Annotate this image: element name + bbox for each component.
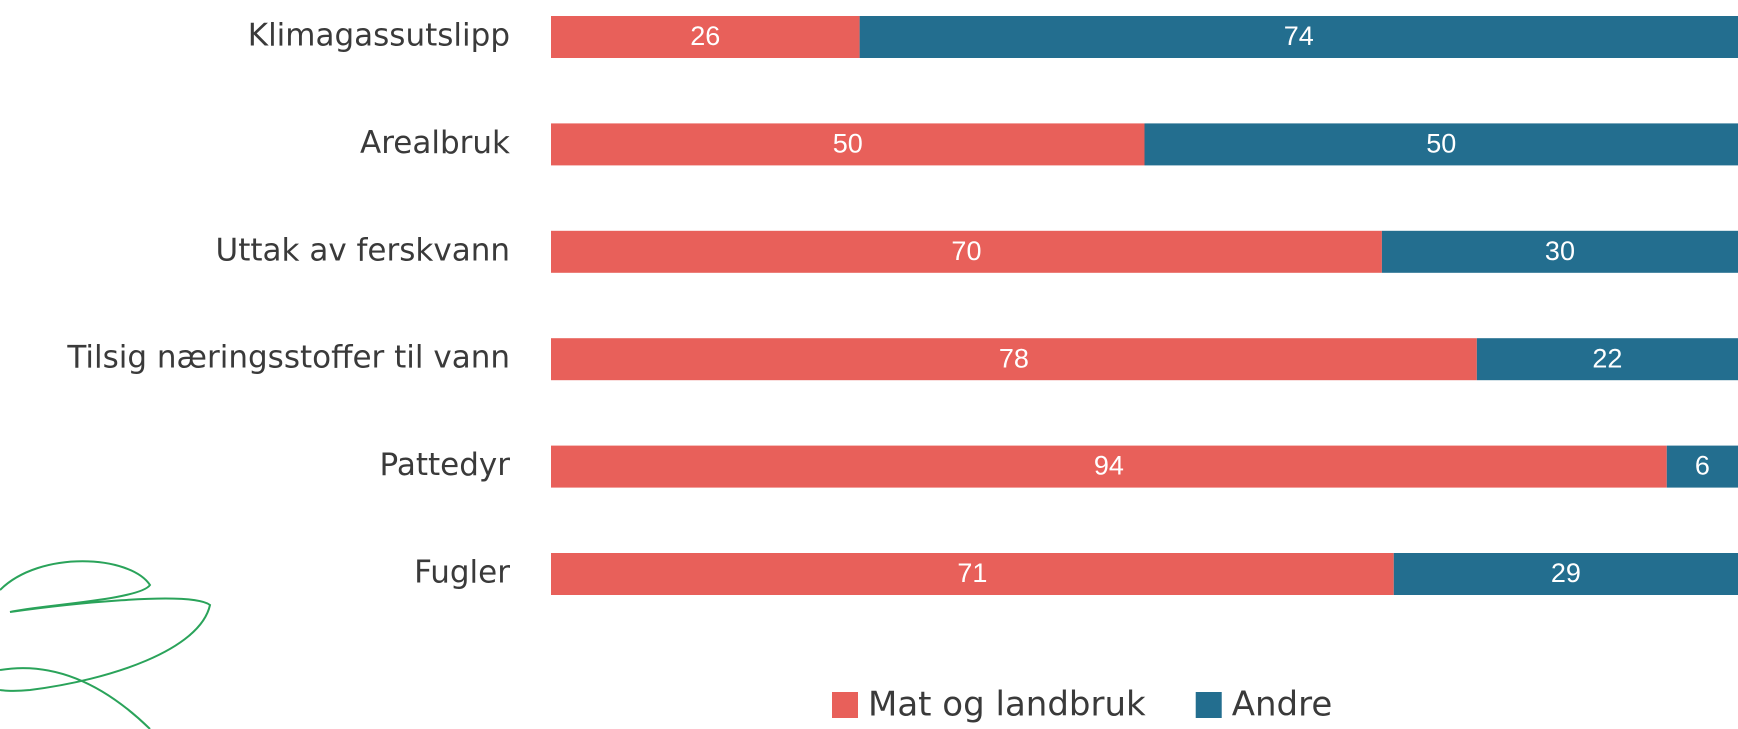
- category-label: Klimagassutslipp: [248, 18, 510, 54]
- category-label: Arealbruk: [360, 125, 510, 161]
- legend-label: Andre: [1232, 685, 1333, 725]
- value-label: 30: [1545, 236, 1575, 266]
- legend-label: Mat og landbruk: [868, 685, 1146, 725]
- value-label: 22: [1592, 343, 1622, 373]
- category-label: Uttak av ferskvann: [216, 232, 510, 268]
- value-label: 29: [1551, 558, 1581, 588]
- value-label: 26: [690, 21, 720, 51]
- value-label: 78: [999, 343, 1029, 373]
- page: {"chart_data": {"type": "stacked-bar-hor…: [0, 0, 1738, 729]
- category-label: Pattedyr: [380, 447, 511, 483]
- plot-area: Klimagassutslipp 26 74 Arealbruk 50 50 Uttak a…: [66, 16, 1738, 595]
- value-label: 50: [833, 129, 863, 159]
- decoration: [0, 561, 210, 729]
- value-label: 74: [1284, 21, 1314, 51]
- legend-swatch: [1196, 692, 1222, 718]
- value-label: 50: [1426, 129, 1456, 159]
- legend: Mat og landbruk Andre: [832, 685, 1332, 725]
- category-label: Tilsig næringsstoffer til vann: [66, 340, 510, 376]
- value-label: 94: [1094, 451, 1124, 481]
- chart: Klimagassutslipp 26 74 Arealbruk 50 50 Uttak a…: [0, 0, 1738, 729]
- value-label: 71: [957, 558, 987, 588]
- category-label: Fugler: [414, 555, 510, 591]
- legend-swatch: [832, 692, 858, 718]
- value-label: 6: [1695, 451, 1710, 481]
- value-label: 70: [951, 236, 981, 266]
